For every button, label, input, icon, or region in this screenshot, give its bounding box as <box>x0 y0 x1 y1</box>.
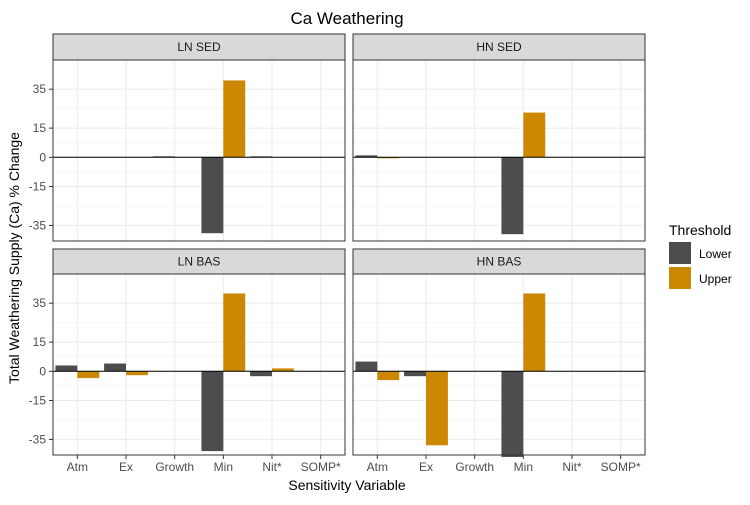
facet-strip-label: HN SED <box>476 40 522 54</box>
y-tick-label: -15 <box>29 394 47 408</box>
bar-upper <box>426 371 448 446</box>
facet-strip <box>52 248 346 275</box>
x-tick-label: Nit* <box>562 460 582 474</box>
bar-lower <box>104 363 126 372</box>
x-tick-label: Min <box>214 460 233 474</box>
panel-border <box>52 59 346 242</box>
x-tick-label: Ex <box>419 460 433 474</box>
y-tick-label: 35 <box>33 82 47 96</box>
legend-key-lower <box>669 242 691 264</box>
bar-upper <box>223 293 246 372</box>
bar-lower <box>55 365 78 372</box>
y-tick-label: -15 <box>29 180 47 194</box>
bar-upper <box>77 371 100 379</box>
panel-border <box>352 59 646 242</box>
bar-lower <box>201 157 224 234</box>
x-tick-label: Ex <box>119 460 133 474</box>
x-tick-label: SOMP* <box>601 460 641 474</box>
panel-background <box>353 274 645 455</box>
y-tick-label: 0 <box>39 150 46 164</box>
facet-strip <box>352 248 646 275</box>
bar-upper <box>523 293 546 372</box>
x-tick-label: Growth <box>455 460 494 474</box>
x-tick-label: Growth <box>155 460 194 474</box>
panel-background <box>53 274 345 455</box>
panel-border <box>52 273 346 456</box>
x-tick-label: Atm <box>67 460 88 474</box>
bar-upper <box>377 371 400 381</box>
x-tick-label: Atm <box>367 460 388 474</box>
bar-upper <box>272 368 294 372</box>
facet-strip-label: LN BAS <box>178 255 221 269</box>
x-tick-label: Min <box>514 460 533 474</box>
bar-upper <box>126 371 148 376</box>
facet-strip <box>352 33 646 61</box>
chart-title: Ca Weathering <box>290 9 403 28</box>
x-tick-label: Nit* <box>262 460 282 474</box>
bar-lower <box>501 157 524 235</box>
panel-background <box>353 60 645 241</box>
y-axis-title: Total Weathering Supply (Ca) % Change <box>6 132 22 384</box>
bar-lower <box>355 155 378 158</box>
bar-lower <box>201 371 224 452</box>
y-tick-label: 15 <box>33 335 47 349</box>
facet-strip <box>52 33 346 61</box>
bar-lower <box>501 371 524 457</box>
facet-strip-label: LN SED <box>177 40 221 54</box>
bar-upper <box>523 112 546 158</box>
panels-layer: LN SED -35 -15 0 15 35 HN SED LN BAS -35 -15 0 15 35… <box>29 33 646 474</box>
panel-border <box>352 273 646 456</box>
legend: Threshold Lower Upper <box>669 222 732 289</box>
x-axis-title: Sensitivity Variable <box>288 477 405 493</box>
bar-lower <box>250 371 272 377</box>
bar-lower <box>404 371 426 377</box>
bar-lower <box>355 361 378 372</box>
y-tick-label: -35 <box>29 432 47 446</box>
legend-title: Threshold <box>669 222 731 238</box>
panel-background <box>53 60 345 241</box>
facet-panel: HN SED <box>352 33 646 242</box>
x-tick-label: SOMP* <box>301 460 341 474</box>
y-tick-label: 15 <box>33 121 47 135</box>
legend-label-upper: Upper <box>699 272 732 286</box>
legend-key-upper <box>669 267 691 289</box>
bar-upper <box>223 80 246 158</box>
y-tick-label: 35 <box>33 296 47 310</box>
legend-label-lower: Lower <box>699 247 732 261</box>
facet-panel: HN BAS Atm Ex Growth Min Nit* SOMP* <box>352 248 646 474</box>
y-tick-label: -35 <box>29 218 47 232</box>
facet-strip-label: HN BAS <box>477 255 522 269</box>
facet-panel: LN SED -35 -15 0 15 35 <box>29 33 346 242</box>
y-tick-label: 0 <box>39 364 46 378</box>
facet-panel: LN BAS -35 -15 0 15 35 Atm Ex Growth Min Nit* SOMP* <box>29 248 346 474</box>
